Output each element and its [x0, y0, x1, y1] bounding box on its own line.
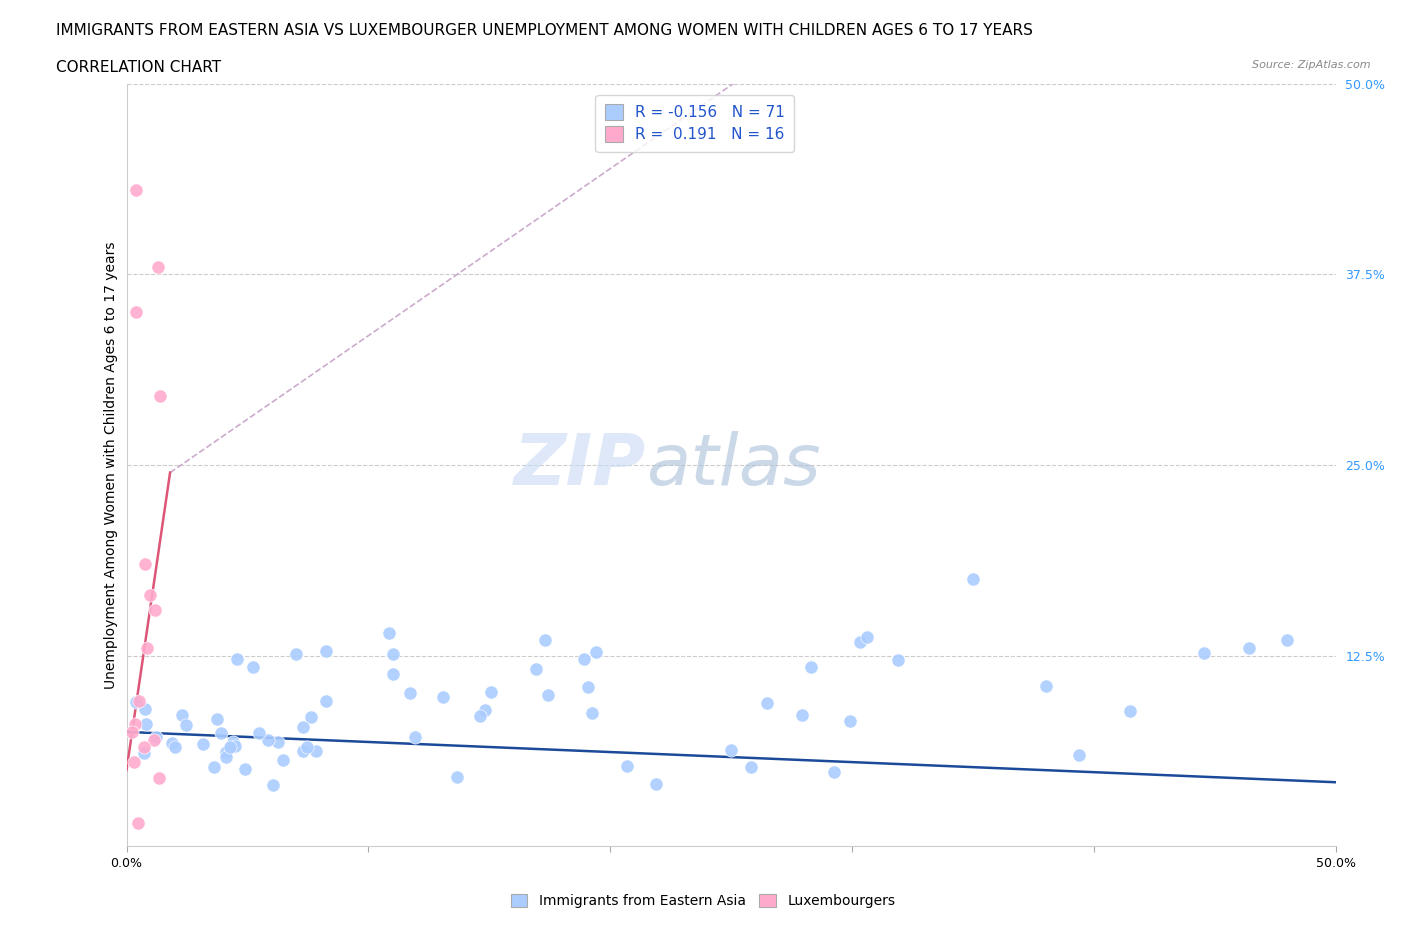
- Point: [242, 660, 264, 675]
- Point: [163, 739, 186, 754]
- Point: [378, 626, 401, 641]
- Point: [315, 694, 337, 709]
- Point: [382, 646, 405, 661]
- Point: [128, 694, 150, 709]
- Point: [160, 736, 183, 751]
- Point: [132, 739, 155, 754]
- Point: [381, 667, 404, 682]
- Point: [574, 652, 596, 667]
- Point: [755, 696, 778, 711]
- Point: [537, 687, 560, 702]
- Legend: R = -0.156   N = 71, R =  0.191   N = 16: R = -0.156 N = 71, R = 0.191 N = 16: [596, 95, 794, 152]
- Point: [720, 743, 742, 758]
- Point: [226, 651, 249, 666]
- Point: [1035, 679, 1057, 694]
- Point: [138, 587, 160, 602]
- Point: [432, 689, 454, 704]
- Point: [125, 183, 148, 198]
- Point: [233, 762, 256, 777]
- Point: [202, 759, 225, 774]
- Point: [855, 630, 877, 644]
- Point: [143, 603, 166, 618]
- Y-axis label: Unemployment Among Women with Children Ages 6 to 17 years: Unemployment Among Women with Children A…: [104, 241, 118, 689]
- Point: [267, 735, 290, 750]
- Point: [205, 712, 228, 727]
- Point: [1118, 704, 1140, 719]
- Point: [800, 659, 823, 674]
- Point: [215, 744, 238, 759]
- Point: [616, 758, 638, 773]
- Point: [740, 760, 762, 775]
- Text: ZIP: ZIP: [515, 431, 647, 499]
- Point: [839, 713, 862, 728]
- Point: [887, 653, 910, 668]
- Point: [299, 710, 322, 724]
- Point: [291, 744, 314, 759]
- Point: [524, 662, 547, 677]
- Point: [132, 746, 155, 761]
- Point: [479, 684, 502, 699]
- Point: [127, 816, 149, 830]
- Point: [1277, 633, 1299, 648]
- Point: [257, 733, 280, 748]
- Point: [174, 718, 197, 733]
- Point: [823, 764, 845, 779]
- Point: [404, 730, 426, 745]
- Point: [474, 703, 496, 718]
- Point: [219, 740, 242, 755]
- Point: [645, 777, 668, 791]
- Point: [124, 755, 146, 770]
- Point: [125, 305, 148, 320]
- Point: [446, 769, 468, 784]
- Point: [962, 572, 984, 587]
- Point: [135, 717, 157, 732]
- Point: [585, 644, 607, 659]
- Point: [148, 259, 170, 274]
- Point: [124, 717, 146, 732]
- Point: [284, 647, 307, 662]
- Point: [209, 726, 232, 741]
- Point: [134, 557, 156, 572]
- Point: [399, 685, 422, 700]
- Point: [262, 777, 284, 792]
- Point: [149, 389, 172, 404]
- Point: [135, 641, 157, 656]
- Point: [271, 752, 294, 767]
- Point: [193, 737, 215, 751]
- Point: [125, 695, 148, 710]
- Point: [148, 770, 170, 785]
- Point: [143, 732, 166, 747]
- Point: [145, 730, 167, 745]
- Point: [534, 632, 557, 647]
- Text: CORRELATION CHART: CORRELATION CHART: [56, 60, 221, 75]
- Point: [215, 750, 238, 764]
- Point: [121, 724, 143, 739]
- Point: [134, 701, 156, 716]
- Point: [305, 744, 328, 759]
- Point: [1192, 646, 1215, 661]
- Point: [291, 720, 314, 735]
- Point: [581, 705, 603, 720]
- Point: [468, 709, 491, 724]
- Point: [790, 707, 813, 722]
- Point: [224, 738, 246, 753]
- Point: [1067, 747, 1090, 762]
- Point: [222, 734, 245, 749]
- Point: [1237, 641, 1260, 656]
- Point: [315, 644, 337, 658]
- Legend: Immigrants from Eastern Asia, Luxembourgers: Immigrants from Eastern Asia, Luxembourg…: [505, 889, 901, 914]
- Text: IMMIGRANTS FROM EASTERN ASIA VS LUXEMBOURGER UNEMPLOYMENT AMONG WOMEN WITH CHILD: IMMIGRANTS FROM EASTERN ASIA VS LUXEMBOU…: [56, 23, 1033, 38]
- Point: [576, 680, 599, 695]
- Text: Source: ZipAtlas.com: Source: ZipAtlas.com: [1253, 60, 1371, 71]
- Point: [249, 725, 271, 740]
- Text: atlas: atlas: [647, 431, 821, 499]
- Point: [170, 708, 193, 723]
- Point: [295, 740, 318, 755]
- Point: [849, 634, 872, 649]
